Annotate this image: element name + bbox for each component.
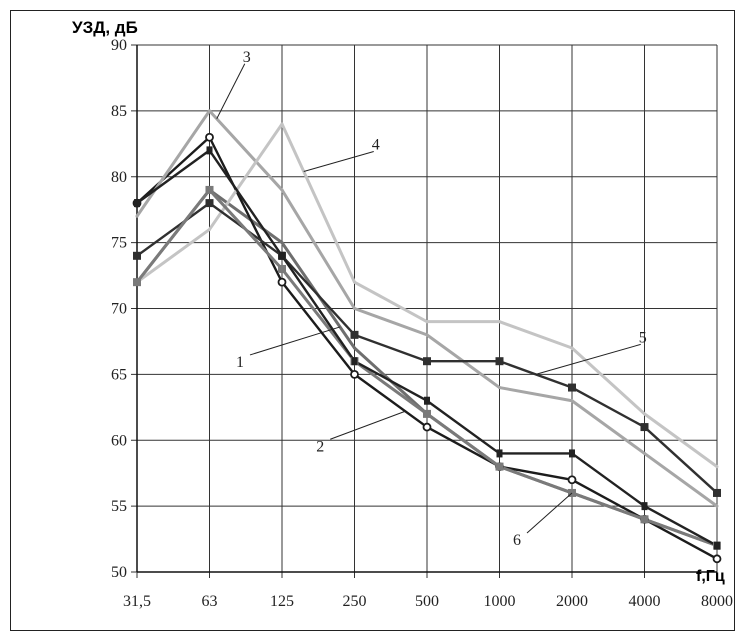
chart-frame xyxy=(10,10,735,631)
callout-label-5: 5 xyxy=(639,329,647,346)
data-point-series-2 xyxy=(422,422,432,432)
data-point-series-unlabeled xyxy=(206,146,213,155)
data-point-series-unlabeled xyxy=(569,449,575,458)
x-tick-label: 2000 xyxy=(556,593,588,610)
callout-label-6: 6 xyxy=(513,532,521,549)
y-tick-label: 60 xyxy=(111,432,127,449)
data-point-series-unlabeled xyxy=(351,357,358,366)
data-point-series-3 xyxy=(135,214,139,218)
data-point-series-4 xyxy=(498,320,501,324)
x-tick-label: 125 xyxy=(270,593,294,610)
data-point-series-unlabeled xyxy=(424,396,430,405)
data-point-series-5 xyxy=(423,357,431,366)
x-tick-label: 250 xyxy=(343,593,367,610)
y-tick-label: 50 xyxy=(111,564,127,581)
data-point-series-2 xyxy=(350,369,359,379)
data-point-series-5 xyxy=(713,488,721,497)
data-point-series-unlabeled xyxy=(714,541,720,550)
data-point-series-3 xyxy=(570,399,574,403)
data-point-series-3 xyxy=(353,307,356,310)
data-point-series-4 xyxy=(280,122,284,126)
data-point-series-3 xyxy=(280,188,284,192)
x-tick-label: 8000 xyxy=(701,593,733,610)
data-point-series-3 xyxy=(208,109,211,113)
y-tick-label: 80 xyxy=(111,169,127,186)
data-point-series-4 xyxy=(208,227,211,231)
data-point-series-5 xyxy=(350,330,359,339)
data-point-series-unlabeled xyxy=(641,502,648,511)
callout-leader-5 xyxy=(535,343,641,375)
data-point-series-5 xyxy=(133,251,141,260)
data-point-series-3 xyxy=(498,386,501,390)
data-point-series-2 xyxy=(712,554,722,564)
data-point-series-2 xyxy=(205,132,214,142)
x-tick-label: 31,5 xyxy=(123,593,151,610)
data-point-series-6 xyxy=(423,409,431,418)
callout-leader-3 xyxy=(216,63,246,120)
y-tick-label: 75 xyxy=(111,235,127,252)
data-point-series-5 xyxy=(205,199,214,208)
data-point-series-6 xyxy=(495,462,504,471)
data-point-series-6 xyxy=(640,515,649,524)
data-point-series-2 xyxy=(277,277,287,287)
data-point-series-unlabeled xyxy=(496,449,503,458)
callout-leader-1 xyxy=(249,326,341,356)
y-tick-label: 70 xyxy=(111,301,127,318)
x-tick-label: 500 xyxy=(415,593,439,610)
callout-label-4: 4 xyxy=(372,136,380,153)
x-tick-label: 4000 xyxy=(629,593,661,610)
data-point-series-3 xyxy=(715,504,719,508)
data-point-series-6 xyxy=(205,185,214,194)
data-point-series-unlabeled xyxy=(279,251,285,260)
callout-leader-2 xyxy=(330,410,406,440)
data-point-series-3 xyxy=(643,451,646,455)
data-point-series-4 xyxy=(353,280,356,284)
callout-leader-4 xyxy=(303,150,374,172)
y-tick-label: 65 xyxy=(111,366,127,383)
y-axis-label: УЗД, дБ xyxy=(72,18,138,37)
y-tick-label: 90 xyxy=(111,37,127,54)
y-tick-labels: 50 55 60 65 70 75 80 85 90 xyxy=(111,37,127,581)
callout-label-3: 3 xyxy=(243,49,251,66)
x-tick-labels: 31,5 63 125 250 500 1000 2000 4000 8000 xyxy=(123,593,733,610)
data-point-series-1 xyxy=(353,346,356,350)
callout-leader-6 xyxy=(526,492,573,534)
data-point-series-2 xyxy=(567,475,577,485)
data-point-series-1 xyxy=(280,241,284,245)
series-callouts: 1 2 3 4 5 6 xyxy=(216,49,647,549)
callout-label-2: 2 xyxy=(316,438,324,455)
x-tick-label: 63 xyxy=(202,593,218,610)
data-point-series-6 xyxy=(133,278,141,287)
data-point-series-unlabeled xyxy=(134,199,140,208)
y-tick-label: 55 xyxy=(111,498,127,515)
data-point-series-6 xyxy=(278,264,286,273)
data-point-series-4 xyxy=(570,346,574,350)
data-point-series-5 xyxy=(568,383,576,392)
data-point-series-4 xyxy=(643,412,646,416)
data-point-series-4 xyxy=(425,320,429,324)
data-point-series-4 xyxy=(715,465,719,469)
grid xyxy=(131,44,718,578)
x-tick-label: 1000 xyxy=(484,593,516,610)
data-point-series-5 xyxy=(640,423,649,432)
callout-label-1: 1 xyxy=(236,354,244,371)
data-point-series-3 xyxy=(425,333,429,337)
y-tick-label: 85 xyxy=(111,103,127,120)
x-axis-label: f,Гц xyxy=(696,568,725,585)
data-point-series-5 xyxy=(495,357,504,366)
